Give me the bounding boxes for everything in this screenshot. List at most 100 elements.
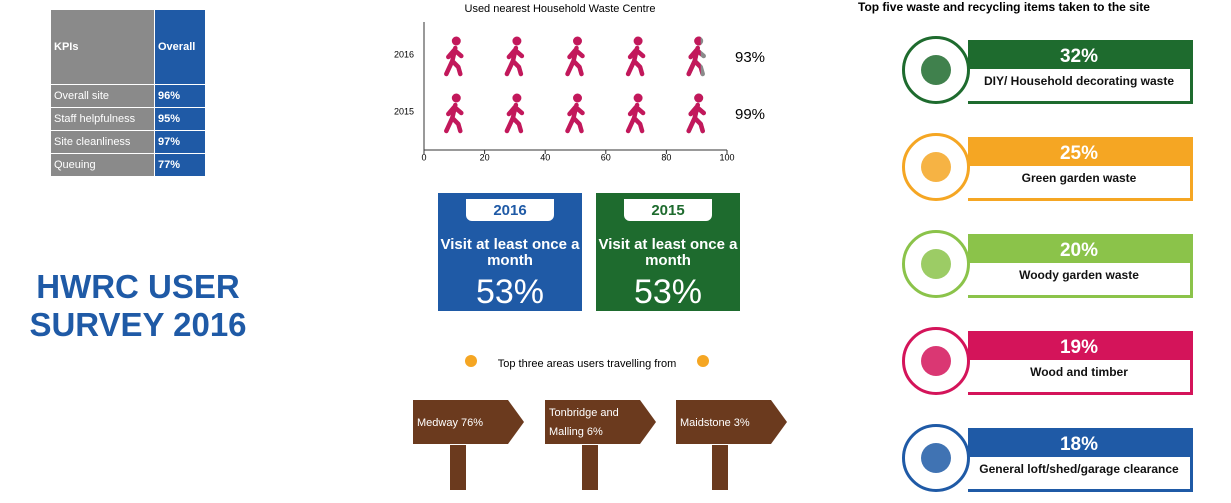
person-icon [628, 37, 643, 75]
row-label: 2016 [394, 49, 414, 59]
kpi-value: 77% [155, 154, 206, 177]
item-box: 20%Woody garden waste [968, 234, 1193, 298]
person-icon [507, 37, 522, 75]
person-icon [628, 94, 643, 132]
calendar-value: 53% [438, 273, 582, 312]
icon-body [446, 105, 461, 131]
icon-head [634, 94, 643, 103]
person-icon [446, 37, 461, 75]
icon-body [568, 48, 583, 74]
item-label: DIY/ Household decorating waste [968, 69, 1190, 87]
x-tick-label: 80 [661, 152, 671, 162]
kpi-value: 96% [155, 85, 206, 108]
item-percent: 32% [968, 43, 1190, 69]
header-cell: Overall [155, 10, 206, 85]
calendar-year: 2015 [624, 199, 712, 221]
icon-art [905, 427, 967, 489]
icon-head [634, 37, 643, 46]
post [450, 445, 466, 490]
icon-shape [921, 346, 951, 376]
icon-fill [628, 37, 643, 75]
item-label: Wood and timber [968, 360, 1190, 378]
icon-art [905, 136, 967, 198]
item-icon [902, 36, 970, 104]
icon-head [512, 94, 521, 103]
kpi-label: Staff helpfulness [51, 108, 155, 131]
icon-fill [568, 37, 583, 75]
title-line: SURVEY 2016 [8, 306, 268, 344]
icon-fill [507, 94, 522, 132]
value-label: 99% [735, 106, 765, 123]
kpi-header: KPIs Overall [51, 10, 206, 85]
icon-shape [921, 249, 951, 279]
usage-chart: Used nearest Household Waste Centre 0 20 4… [370, 0, 790, 165]
icon-body [568, 105, 583, 131]
sign-text: Tonbridge and Malling 6% [545, 400, 645, 446]
row-label: 2015 [394, 106, 414, 116]
sign-text: Maidstone 3% [676, 400, 776, 446]
icon-body [507, 48, 522, 74]
item-box: 32%DIY/ Household decorating waste [968, 40, 1193, 104]
pin-icon [465, 355, 477, 367]
kpi-value: 95% [155, 108, 206, 131]
header-cell: KPIs [51, 10, 155, 85]
x-tick-label: 20 [480, 152, 490, 162]
icon-body [446, 48, 461, 74]
x-tick-label: 60 [601, 152, 611, 162]
icon-fill [689, 94, 704, 132]
person-icon [446, 94, 461, 132]
kpi-label: Site cleanliness [51, 131, 155, 154]
value-label: 93% [735, 49, 765, 66]
kpi-value: 97% [155, 131, 206, 154]
calendar: 2016 Visit at least once a month 53% [438, 193, 582, 311]
icon-head [452, 37, 461, 46]
person-icon [689, 94, 704, 132]
item-box: 25%Green garden waste [968, 137, 1193, 201]
item-box: 19%Wood and timber [968, 331, 1193, 395]
item-icon [902, 230, 970, 298]
title-line: HWRC USER [8, 268, 268, 306]
icon-art [905, 330, 967, 392]
calendar-text: Visit at least once a month [438, 237, 582, 269]
icon-body [689, 105, 704, 131]
icon-fill [568, 94, 583, 132]
page-title: HWRC USER SURVEY 2016 [8, 268, 268, 344]
item-label: General loft/shed/garage clearance [968, 457, 1190, 475]
areas-title: Top three areas users travelling from [498, 358, 677, 370]
icon-head [694, 94, 703, 103]
post [712, 445, 728, 490]
icon-body [628, 105, 643, 131]
item-label: Woody garden waste [968, 263, 1190, 281]
person-icon [689, 37, 704, 75]
item-icon [902, 133, 970, 201]
person-icon [568, 37, 583, 75]
pin-icon [697, 355, 709, 367]
icon-body [507, 105, 522, 131]
person-icon [568, 94, 583, 132]
x-tick-label: 40 [540, 152, 550, 162]
item-percent: 20% [968, 237, 1190, 263]
item-box: 18%General loft/shed/garage clearance [968, 428, 1193, 492]
calendar-year: 2016 [466, 199, 554, 221]
icon-shape [921, 55, 951, 85]
item-percent: 25% [968, 140, 1190, 166]
icon-fill [628, 94, 643, 132]
sign-text: Medway 76% [413, 400, 513, 446]
items-title: Top five waste and recycling items taken… [858, 0, 1150, 14]
x-tick-label: 0 [421, 152, 426, 162]
icon-head [573, 37, 582, 46]
chart-title: Used nearest Household Waste Centre [465, 3, 656, 15]
item-label: Green garden waste [968, 166, 1190, 184]
icon-fill [507, 37, 522, 75]
item-percent: 19% [968, 334, 1190, 360]
post [582, 445, 598, 490]
icon-shape [921, 443, 951, 473]
icon-head [452, 94, 461, 103]
icon-head [512, 37, 521, 46]
icon-head [573, 94, 582, 103]
